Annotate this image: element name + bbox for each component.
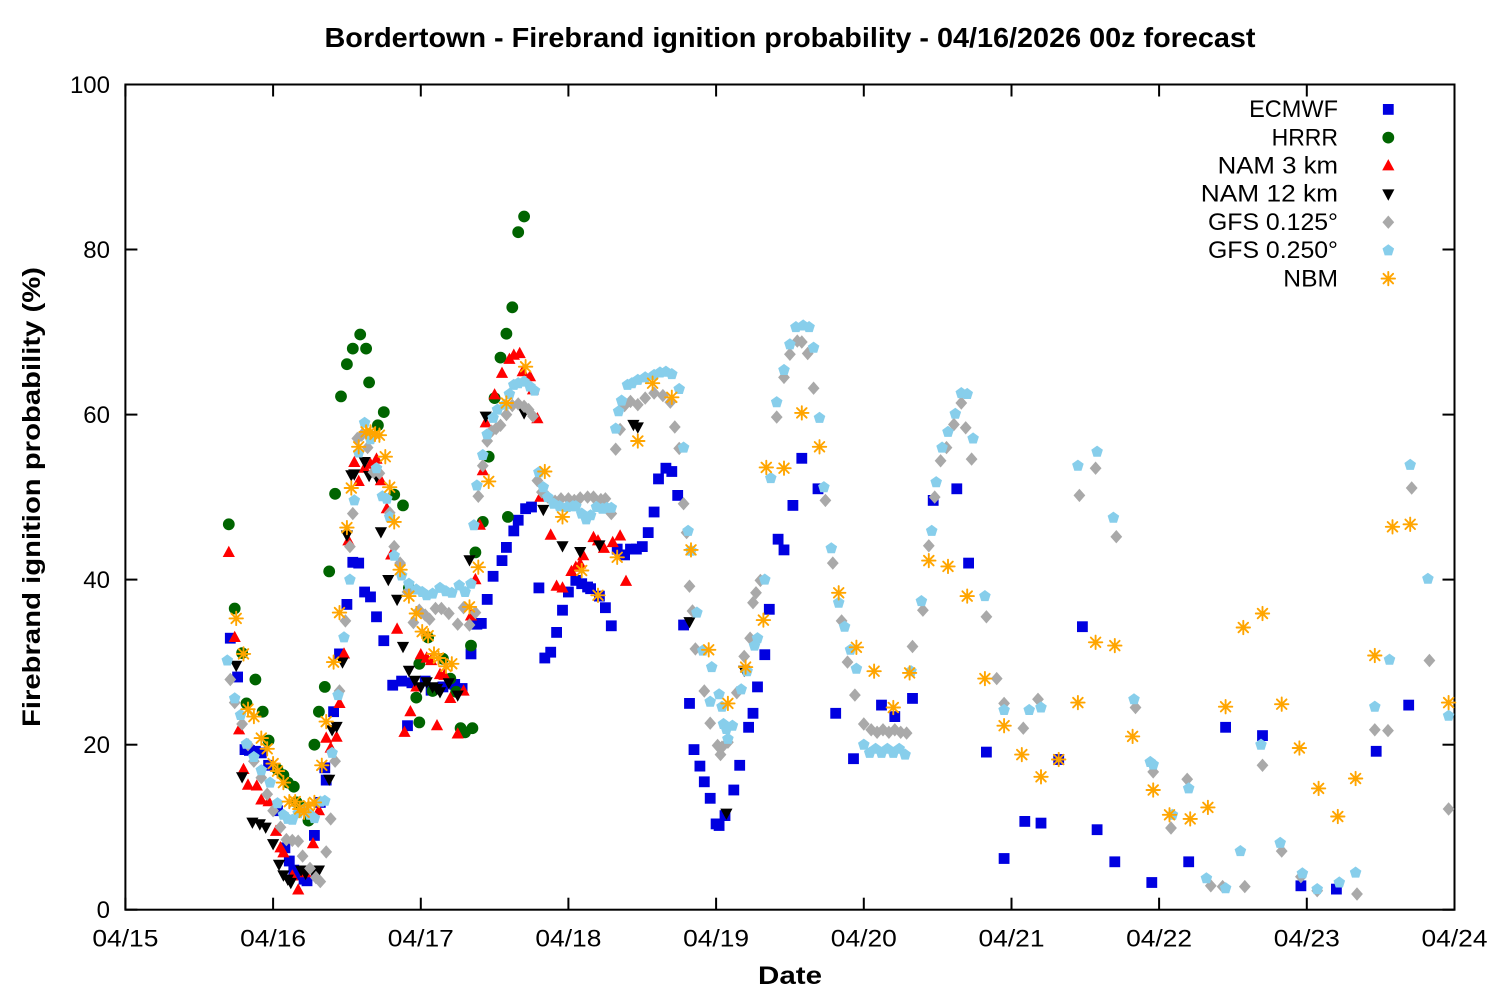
svg-text:Firebrand ignition probability: Firebrand ignition probability (%) [18,267,46,727]
svg-text:80: 80 [83,237,110,264]
svg-text:0: 0 [97,897,110,924]
svg-text:04/19: 04/19 [683,926,749,953]
svg-text:NAM 3 km: NAM 3 km [1218,153,1338,180]
svg-text:04/22: 04/22 [1126,926,1192,953]
svg-text:60: 60 [83,402,110,429]
svg-text:NBM: NBM [1283,265,1338,292]
svg-text:04/17: 04/17 [388,926,454,953]
svg-text:04/20: 04/20 [831,926,897,953]
svg-text:ECMWF: ECMWF [1249,96,1338,123]
svg-text:HRRR: HRRR [1272,124,1338,151]
svg-text:GFS 0.125°: GFS 0.125° [1208,209,1338,236]
svg-text:04/18: 04/18 [535,926,601,953]
svg-text:GFS 0.250°: GFS 0.250° [1208,237,1338,264]
svg-text:40: 40 [83,567,110,594]
svg-text:04/23: 04/23 [1274,926,1340,953]
svg-text:04/21: 04/21 [979,926,1045,953]
svg-text:Bordertown - Firebrand ignitio: Bordertown - Firebrand ignition probabil… [325,22,1256,53]
svg-text:04/24: 04/24 [1422,926,1488,953]
svg-text:20: 20 [83,732,110,759]
svg-text:NAM 12 km: NAM 12 km [1201,181,1338,208]
svg-text:Date: Date [758,962,822,990]
svg-text:04/16: 04/16 [240,926,306,953]
svg-text:100: 100 [70,72,110,99]
svg-text:04/15: 04/15 [92,926,158,953]
